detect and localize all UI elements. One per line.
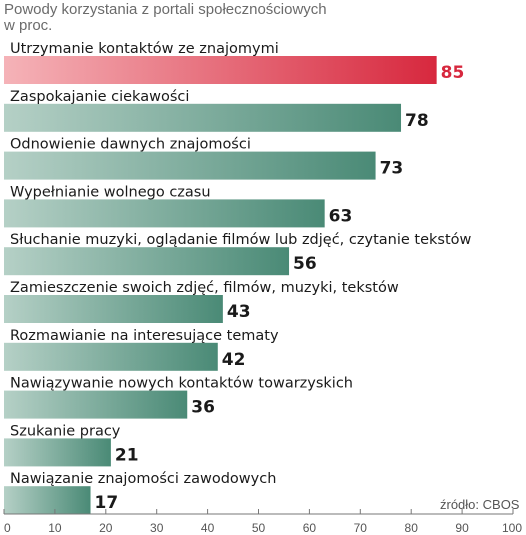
value-label-10: 17 — [95, 493, 119, 513]
category-label-10: Nawiązanie znajomości zawodowych — [10, 471, 276, 487]
category-label-8: Nawiązywanie nowych kontaktów towarzyski… — [10, 376, 353, 392]
x-tick-label-80: 80 — [405, 521, 419, 535]
x-tick-label-90: 90 — [455, 521, 469, 535]
category-label-5: Słuchanie muzyki, oglądanie filmów lub z… — [10, 232, 472, 248]
bar-10 — [4, 486, 91, 515]
value-label-9: 21 — [115, 445, 139, 465]
x-tick-label-0: 0 — [4, 521, 11, 535]
value-label-8: 36 — [191, 398, 215, 418]
x-tick-label-60: 60 — [303, 521, 317, 535]
bar-9 — [4, 438, 111, 467]
chart-title: Powody korzystania z portali społecznośc… — [4, 1, 327, 18]
value-label-3: 73 — [380, 159, 404, 179]
bar-7 — [4, 342, 218, 371]
bar-6 — [4, 295, 223, 323]
chart-subtitle: w proc. — [4, 17, 53, 34]
x-tick-label-100: 100 — [502, 521, 522, 535]
category-label-4: Wypełnianie wolnego czasu — [10, 184, 211, 200]
value-label-5: 56 — [293, 254, 317, 274]
category-label-7: Rozmawianie na interesujące tematy — [10, 328, 279, 344]
x-tick-label-10: 10 — [48, 521, 62, 535]
x-tick-label-30: 30 — [150, 521, 164, 535]
x-tick-label-40: 40 — [201, 521, 215, 535]
bar-8 — [4, 390, 188, 419]
value-label-7: 42 — [222, 350, 246, 370]
bar-2 — [4, 103, 402, 132]
bar-4 — [4, 199, 325, 228]
value-label-6: 43 — [227, 302, 251, 322]
value-label-4: 63 — [329, 206, 353, 226]
category-label-3: Odnowienie dawnych znajomości — [10, 137, 251, 153]
x-tick-label-50: 50 — [252, 521, 266, 535]
value-label-2: 78 — [405, 111, 429, 131]
bar-1 — [4, 56, 437, 84]
chart-source: źródło: CBOS — [440, 497, 520, 512]
bar-3 — [4, 151, 376, 180]
category-label-6: Zamieszczenie swoich zdjęć, filmów, muzy… — [10, 280, 399, 296]
category-label-9: Szukanie pracy — [10, 423, 121, 439]
x-tick-label-70: 70 — [354, 521, 368, 535]
bar-5 — [4, 247, 290, 276]
category-label-2: Zaspokajanie ciekawości — [10, 89, 189, 105]
x-tick-label-20: 20 — [99, 521, 113, 535]
category-label-1: Utrzymanie kontaktów ze znajomymi — [10, 41, 279, 57]
value-label-1: 85 — [441, 63, 465, 83]
